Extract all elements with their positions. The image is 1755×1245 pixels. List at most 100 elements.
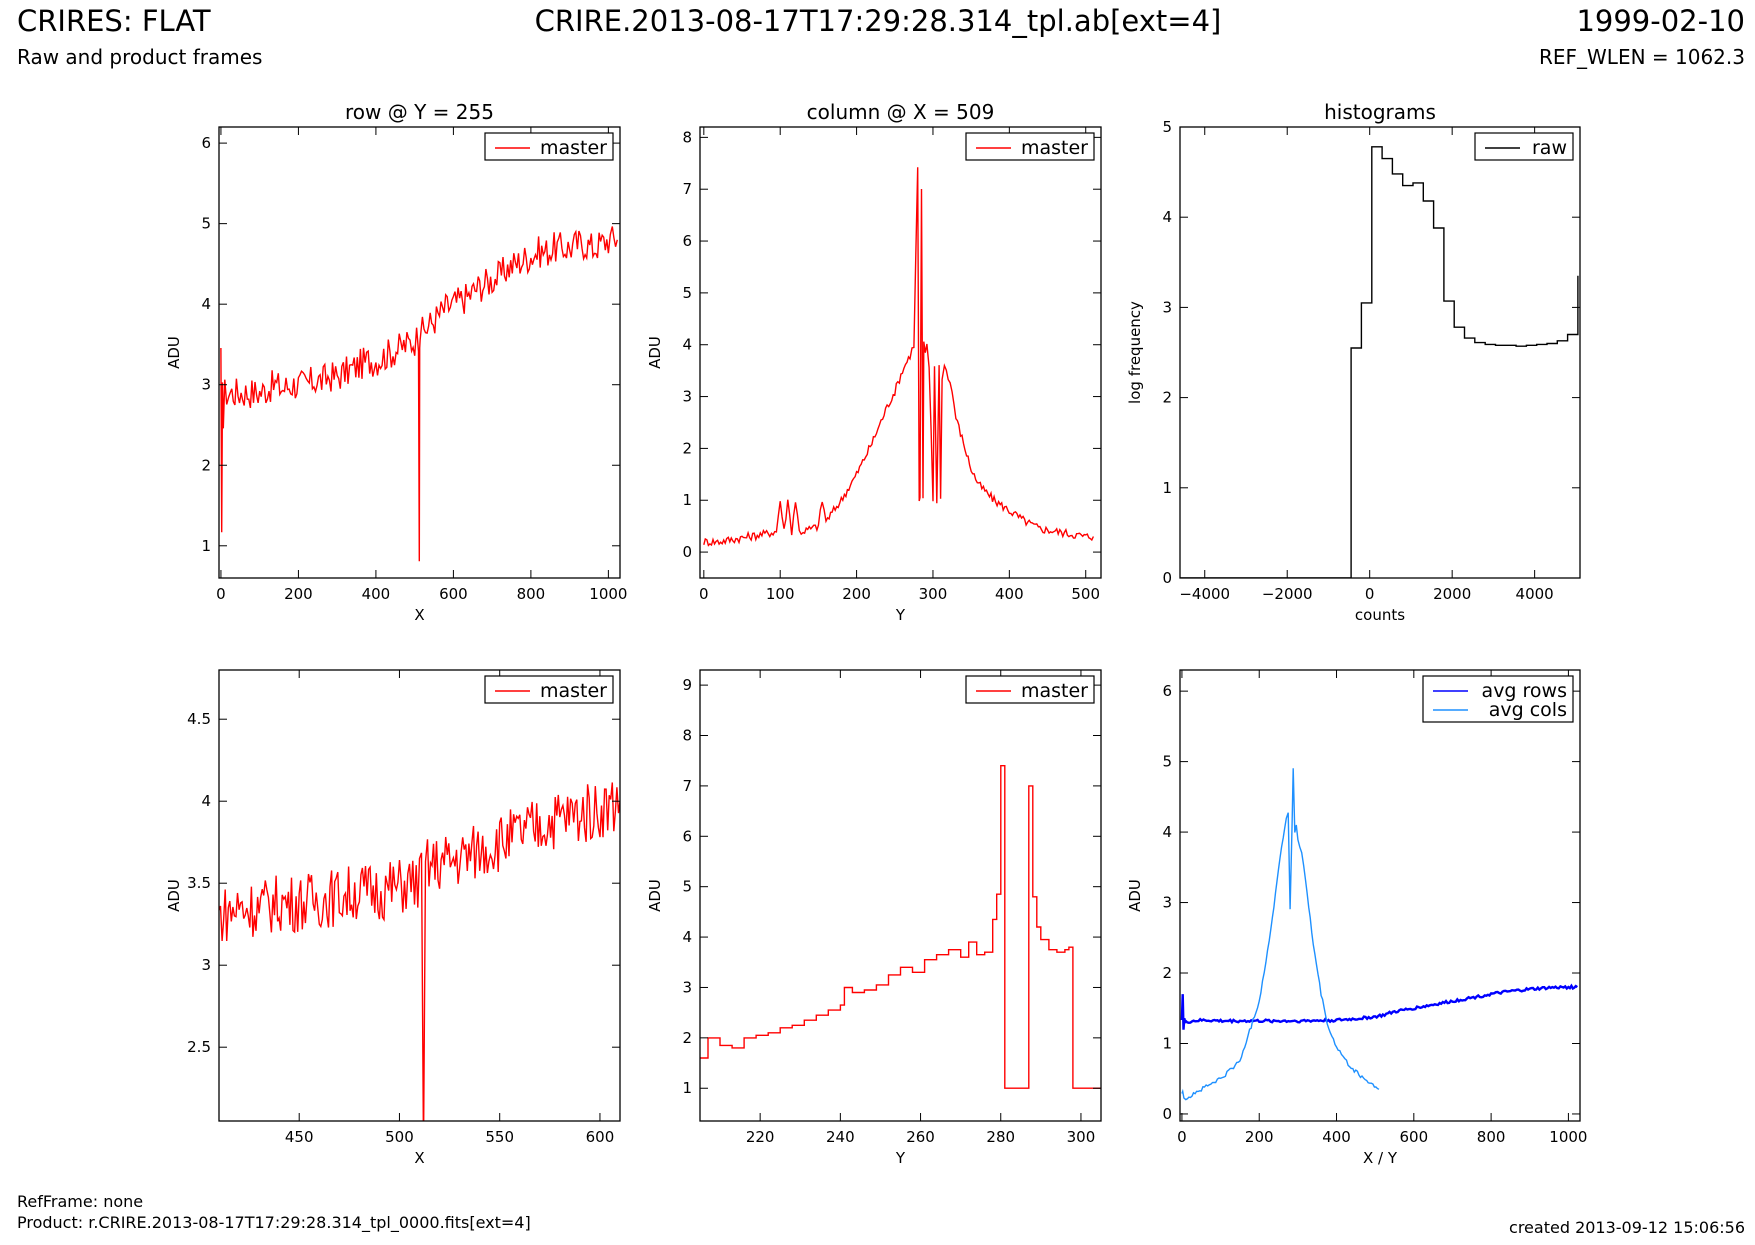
y-tick-label: 7 (682, 180, 692, 198)
series-line-master (219, 782, 620, 1121)
x-tick-label: 220 (746, 1128, 775, 1146)
x-tick-label: −2000 (1262, 585, 1313, 603)
x-tick-label: 280 (986, 1128, 1015, 1146)
y-tick-label: 2 (1162, 389, 1172, 407)
y-tick-label: 1 (201, 537, 211, 555)
x-tick-label: 200 (1245, 1128, 1274, 1146)
y-tick-label: 3.5 (187, 874, 211, 892)
y-tick-label: 3 (1162, 298, 1172, 316)
y-tick-label: 5 (682, 878, 692, 896)
x-axis-label: counts (1355, 606, 1405, 624)
x-tick-label: 260 (906, 1128, 935, 1146)
x-axis-label: Y (895, 606, 906, 624)
x-tick-label: 400 (995, 585, 1024, 603)
report-subtitle: Raw and product frames (17, 45, 263, 69)
y-tick-label: 0 (1162, 569, 1172, 587)
legend-label: master (1021, 680, 1088, 702)
y-axis-label: ADU (646, 879, 664, 912)
x-tick-label: 600 (586, 1128, 615, 1146)
legend-label: raw (1532, 137, 1567, 159)
legend-label: master (540, 680, 607, 702)
y-tick-label: 1 (682, 1079, 692, 1097)
y-tick-label: 2 (682, 1029, 692, 1047)
y-tick-label: 1 (1162, 479, 1172, 497)
x-tick-label: 400 (1322, 1128, 1351, 1146)
product-label: Product: r.CRIRE.2013-08-17T17:29:28.314… (17, 1213, 531, 1232)
legend-label: master (1021, 137, 1088, 159)
y-tick-label: 8 (682, 727, 692, 745)
x-axis-label: X (414, 606, 424, 624)
legend-box (1474, 132, 1574, 161)
plot-title: column @ X = 509 (807, 100, 995, 124)
plot-panel-4: 450 500 550 600 2.5 3 3.5 4 4.5 X ADU master (165, 669, 621, 1167)
x-tick-label: 2000 (1433, 585, 1471, 603)
y-tick-label: 6 (682, 232, 692, 250)
legend: master (965, 675, 1095, 704)
y-tick-label: 6 (201, 134, 211, 152)
legend: master (965, 132, 1095, 161)
plot-panel-5: 220 240 260 280 300 1 2 3 4 5 6 7 8 9 Y ADU master (646, 669, 1102, 1167)
y-tick-label: 6 (682, 827, 692, 845)
legend-box (1422, 675, 1574, 723)
plot-panel-2: 0 100 200 300 400 500 0 1 2 3 4 5 6 7 8 Y ADU column @ X … (646, 100, 1102, 624)
legend-label: master (540, 137, 607, 159)
y-tick-label: 5 (1162, 118, 1172, 136)
y-tick-label: 3 (201, 956, 211, 974)
plot-frame (699, 669, 1102, 1122)
plot-panel-6: 0 200 400 600 800 1000 0 1 2 3 4 5 6 X / Y ADU avg rows… (1126, 669, 1587, 1167)
x-tick-label: 0 (216, 585, 226, 603)
x-axis-label: X (414, 1149, 424, 1167)
x-tick-label: 500 (385, 1128, 414, 1146)
report-title: CRIRES: FLAT (17, 4, 211, 38)
legend-box (484, 675, 614, 704)
y-tick-label: 7 (682, 777, 692, 795)
legend-label: avg rows (1482, 680, 1567, 702)
x-tick-label: 800 (1477, 1128, 1506, 1146)
x-tick-label: 450 (285, 1128, 314, 1146)
x-tick-label: 800 (517, 585, 546, 603)
ref-wlen-label: REF_WLEN = 1062.3 (1538, 45, 1745, 69)
x-tick-label: 500 (1071, 585, 1100, 603)
x-tick-label: 1000 (1549, 1128, 1587, 1146)
x-tick-label: 300 (919, 585, 948, 603)
y-tick-label: 5 (682, 284, 692, 302)
y-tick-label: 1 (682, 491, 692, 509)
plot-frame (699, 126, 1102, 579)
plot-frame (1179, 126, 1581, 579)
y-tick-label: 4 (1162, 823, 1172, 841)
plot-frame (1179, 669, 1581, 1122)
ref-frame-label: RefFrame: none (17, 1192, 144, 1211)
x-tick-label: 0 (699, 585, 709, 603)
y-tick-label: 9 (682, 676, 692, 694)
series-line-avg-cols (1181, 768, 1380, 1101)
y-axis-label: ADU (646, 336, 664, 369)
y-axis-label: log frequency (1126, 301, 1144, 404)
series-line-raw (1180, 146, 1579, 578)
y-axis-label: ADU (165, 336, 183, 369)
y-tick-label: 1 (1162, 1034, 1172, 1052)
series-line-master (700, 765, 1101, 1089)
y-tick-label: 6 (1162, 682, 1172, 700)
y-tick-label: 3 (682, 388, 692, 406)
plot-frame (218, 126, 621, 579)
plot-title: row @ Y = 255 (345, 100, 494, 124)
y-axis-label: ADU (165, 879, 183, 912)
y-tick-label: 4 (201, 792, 211, 810)
legend: master (484, 675, 614, 704)
x-tick-label: 400 (362, 585, 391, 603)
legend: master (484, 132, 614, 161)
x-tick-label: 0 (1177, 1128, 1187, 1146)
x-tick-label: 4000 (1516, 585, 1554, 603)
x-tick-label: 200 (284, 585, 313, 603)
x-tick-label: −4000 (1179, 585, 1230, 603)
y-tick-label: 3 (201, 376, 211, 394)
y-tick-label: 5 (1162, 753, 1172, 771)
series-line-master (220, 226, 618, 562)
file-name-title: CRIRE.2013-08-17T17:29:28.314_tpl.ab[ext… (534, 4, 1222, 38)
y-tick-label: 2.5 (187, 1038, 211, 1056)
plot-panel-1: 0 200 400 600 800 1000 1 2 3 4 5 6 X ADU row @ Y = 255… (165, 100, 627, 624)
series-line-master (703, 167, 1095, 547)
created-timestamp: created 2013-09-12 15:06:56 (1509, 1218, 1745, 1237)
